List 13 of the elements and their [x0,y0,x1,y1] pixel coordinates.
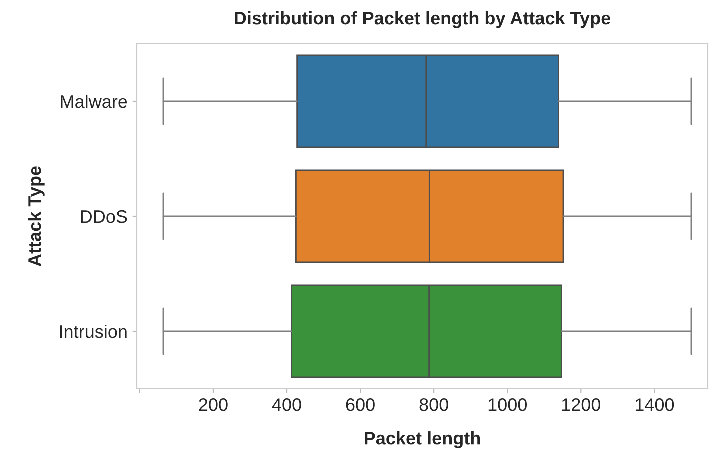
x-tick-label: 1400 [636,398,674,412]
x-tick-label: 600 [346,398,375,412]
y-axis-title: Attack Type [28,166,45,267]
x-tick-label: 400 [272,398,302,412]
y-tick-label: Malware [61,94,128,108]
chart-title: Distribution of Packet length by Attack Type [235,11,611,28]
x-tick-label: 200 [199,398,228,412]
x-tick-label: 1000 [488,398,527,412]
x-tick-label: 1200 [562,398,601,412]
y-tick-label: Intrusion [60,324,127,338]
x-axis-title: Packet length [365,432,480,448]
y-tick-label: DDoS [81,210,128,224]
x-tick-label: 800 [420,398,448,412]
